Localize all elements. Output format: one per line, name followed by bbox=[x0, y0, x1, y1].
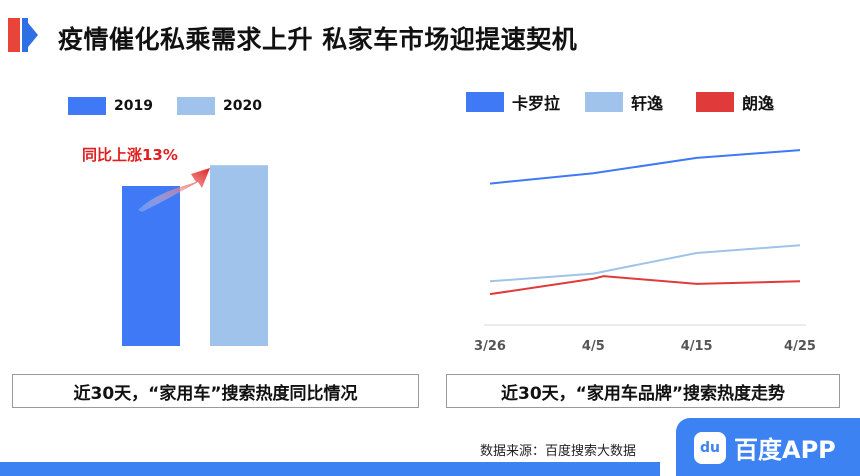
x-tick-label: 3/26 bbox=[474, 339, 506, 354]
footer-bar bbox=[0, 462, 660, 476]
series-line-1 bbox=[489, 244, 801, 283]
series-line-0 bbox=[489, 149, 801, 185]
legend-label: 卡罗拉 bbox=[512, 94, 561, 113]
legend-swatch-2019 bbox=[68, 97, 106, 115]
bar-legend-2019: 2019 bbox=[68, 97, 153, 115]
title-accent-blue-arrow bbox=[24, 18, 38, 52]
x-tick-label: 4/15 bbox=[681, 339, 713, 354]
legend-swatch-lavida bbox=[696, 92, 734, 112]
line-legend-levin: 轩逸 bbox=[585, 90, 663, 114]
line-legend-lavida: 朗逸 bbox=[696, 90, 774, 114]
series-line-2 bbox=[489, 275, 801, 296]
legend-label: 2020 bbox=[223, 98, 262, 114]
bar-legend-2020: 2020 bbox=[177, 97, 262, 115]
bar-2019 bbox=[122, 186, 180, 346]
baidu-paw-icon: du bbox=[694, 432, 726, 464]
baidu-app-logo: du 百度APP bbox=[676, 418, 860, 476]
line-chart: 3/26 4/5 4/15 4/25 bbox=[474, 149, 816, 354]
growth-arrow-icon bbox=[138, 168, 210, 212]
x-tick-label: 4/25 bbox=[784, 339, 816, 354]
line-chart-caption: 近30天，“家用车品牌”搜索热度走势 bbox=[446, 374, 840, 408]
line-legend-corolla: 卡罗拉 bbox=[466, 90, 560, 114]
legend-label: 朗逸 bbox=[742, 94, 775, 113]
legend-swatch-corolla bbox=[466, 92, 504, 112]
bar-2020 bbox=[210, 165, 268, 346]
x-tick-label: 4/5 bbox=[582, 339, 605, 354]
bar-chart: 同比上涨13% bbox=[82, 146, 268, 346]
logo-text: 百度APP bbox=[734, 436, 836, 464]
title-accent-red bbox=[8, 18, 20, 52]
data-source-note: 数据来源：百度搜索大数据 bbox=[480, 444, 637, 459]
legend-swatch-levin bbox=[585, 92, 623, 112]
growth-annotation: 同比上涨13% bbox=[82, 146, 178, 164]
bar-chart-caption: 近30天，“家用车”搜索热度同比情况 bbox=[12, 374, 419, 408]
legend-swatch-2020 bbox=[177, 97, 215, 115]
legend-label: 2019 bbox=[114, 98, 153, 114]
page-title: 疫情催化私乘需求上升 私家车市场迎提速契机 bbox=[58, 25, 578, 54]
legend-label: 轩逸 bbox=[631, 94, 664, 113]
title-bar: 疫情催化私乘需求上升 私家车市场迎提速契机 bbox=[8, 14, 858, 54]
